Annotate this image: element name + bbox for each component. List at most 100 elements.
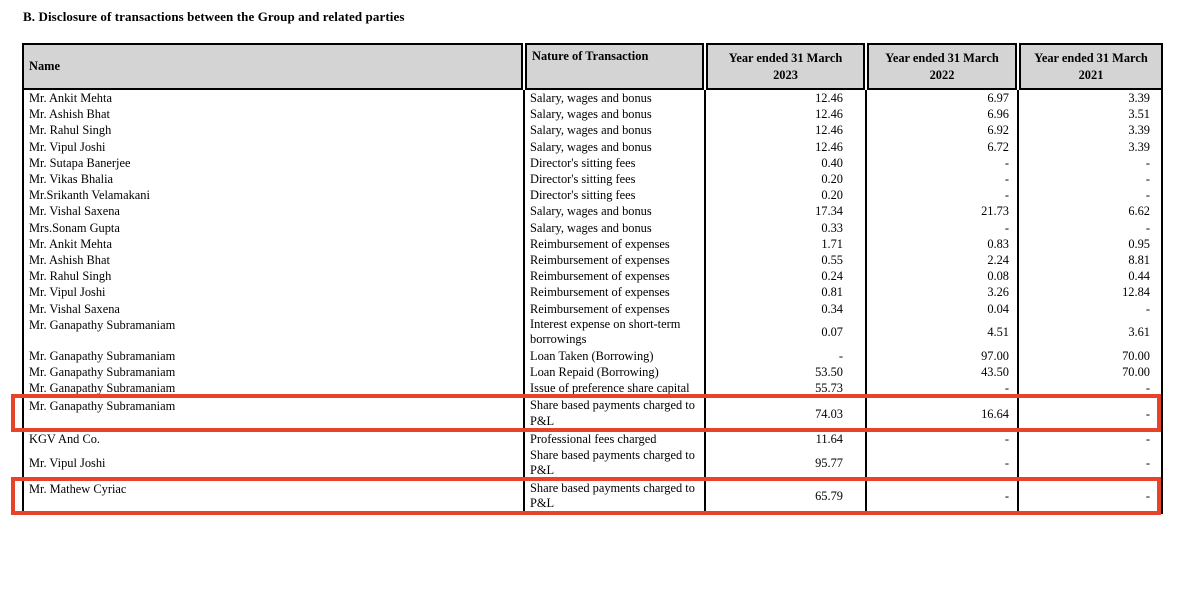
row-value-2022: 0.08 [865, 268, 1017, 285]
row-value-2023: 11.64 [704, 431, 865, 448]
table-group: KGV And Co. Professional fees charged 11.6… [24, 429, 1161, 479]
row-value-2023: 0.55 [704, 252, 865, 269]
table-header-row: Name Nature of Transaction Year ended 31… [22, 43, 1163, 90]
row-value-2022: 2.24 [865, 252, 1017, 269]
row-value-2023: 0.20 [704, 171, 865, 188]
row-nature: Share based payments charged to P&L [523, 480, 704, 512]
row-name: Mr. Ganapathy Subramaniam [29, 381, 176, 396]
row-nature: Director's sitting fees [523, 154, 704, 172]
row-nature: Reimbursement of expenses [523, 252, 704, 269]
row-value-2021: - [1017, 431, 1161, 448]
row-value-2022: 0.04 [865, 300, 1017, 317]
row-value-2022: 16.64 [865, 398, 1017, 430]
row-nature: Director's sitting fees [523, 187, 704, 204]
row-nature: Loan Repaid (Borrowing) [523, 364, 704, 381]
row-value-2022: - [865, 171, 1017, 188]
row-value-2022: - [865, 219, 1017, 236]
row-value-2023: 74.03 [704, 398, 865, 430]
row-name: Mrs.Sonam Gupta [29, 220, 120, 235]
row-value-2021: 70.00 [1017, 364, 1161, 381]
row-value-2021: 8.81 [1017, 252, 1161, 269]
row-name: Mr. Rahul Singh [29, 269, 112, 284]
row-value-2021: 6.62 [1017, 203, 1161, 220]
column-header-year-2021: Year ended 31 March 2021 [1019, 43, 1163, 90]
row-name: Mr. Rahul Singh [29, 123, 112, 138]
row-value-2023: 0.24 [704, 268, 865, 285]
row-nature: Reimbursement of expenses [523, 284, 704, 301]
row-value-2021: 12.84 [1017, 284, 1161, 301]
row-value-2023: 0.07 [704, 316, 865, 348]
row-value-2023: 95.77 [704, 447, 865, 479]
row-value-2023: 12.46 [704, 106, 865, 123]
row-nature: Director's sitting fees [523, 171, 704, 188]
row-name: Mr. Ankit Mehta [29, 236, 112, 251]
row-name: Mr. Vipul Joshi [29, 139, 106, 154]
highlight-box [11, 394, 1161, 433]
row-value-2022: 4.51 [865, 316, 1017, 348]
row-value-2023: 12.46 [704, 122, 865, 139]
row-value-2023: 0.40 [704, 154, 865, 172]
row-nature: Salary, wages and bonus [523, 138, 704, 155]
row-name: Mr. Ganapathy Subramaniam [29, 348, 176, 363]
row-value-2021: 3.39 [1017, 90, 1161, 107]
row-name: Mr. Ashish Bhat [29, 253, 110, 268]
row-value-2021: 3.61 [1017, 316, 1161, 348]
highlight-box [11, 476, 1161, 515]
row-nature: Salary, wages and bonus [523, 203, 704, 220]
row-value-2021: - [1017, 154, 1161, 172]
row-value-2022: - [865, 187, 1017, 204]
row-nature: Loan Taken (Borrowing) [523, 347, 704, 365]
row-nature: Issue of preference share capital [523, 380, 704, 397]
row-nature: Salary, wages and bonus [523, 90, 704, 107]
row-nature: Share based payments charged to P&L [523, 447, 704, 479]
row-name: Mr. Sutapa Banerjee [29, 155, 131, 170]
column-header-year-2022: Year ended 31 March 2022 [867, 43, 1017, 90]
column-header-name: Name [22, 43, 523, 90]
row-value-2023: 65.79 [704, 480, 865, 512]
row-value-2023: 55.73 [704, 380, 865, 397]
row-value-2022: 6.92 [865, 122, 1017, 139]
row-name: Mr. Vikas Bhalia [29, 172, 114, 187]
row-name: Mr. Ganapathy Subramaniam [29, 399, 176, 414]
row-value-2022: 21.73 [865, 203, 1017, 220]
row-name: Mr. Vipul Joshi [29, 456, 106, 471]
row-value-2023: 17.34 [704, 203, 865, 220]
row-value-2023: 0.20 [704, 187, 865, 204]
row-value-2023: 0.34 [704, 300, 865, 317]
row-value-2022: - [865, 447, 1017, 479]
row-value-2021: - [1017, 187, 1161, 204]
row-nature: Share based payments charged to P&L [523, 398, 704, 430]
row-value-2022: 43.50 [865, 364, 1017, 381]
row-value-2023: 12.46 [704, 138, 865, 155]
row-value-2023: 53.50 [704, 364, 865, 381]
row-nature: Reimbursement of expenses [523, 268, 704, 285]
row-value-2023: 12.46 [704, 90, 865, 107]
page-title: B. Disclosure of transactions between th… [23, 9, 405, 24]
table-group: Mr. Ankit Mehta Salary, wages and bonus 12… [24, 90, 1161, 397]
row-name: Mr. Ashish Bhat [29, 107, 110, 122]
row-value-2022: 0.83 [865, 235, 1017, 253]
row-value-2021: - [1017, 398, 1161, 430]
table-group-highlighted: Mr. Ganapathy Subramaniam Share based pay… [11, 394, 1161, 433]
row-name: KGV And Co. [29, 432, 101, 447]
row-value-2021: 0.95 [1017, 235, 1161, 253]
row-nature: Reimbursement of expenses [523, 235, 704, 253]
row-value-2021: 0.44 [1017, 268, 1161, 285]
row-value-2022: 3.26 [865, 284, 1017, 301]
row-value-2022: 97.00 [865, 347, 1017, 365]
row-value-2023: 0.33 [704, 219, 865, 236]
row-value-2021: - [1017, 480, 1161, 512]
column-header-year-2023: Year ended 31 March 2023 [706, 43, 865, 90]
row-value-2022: - [865, 431, 1017, 448]
row-value-2022: - [865, 380, 1017, 397]
row-nature: Interest expense on short-term borrowing… [523, 316, 704, 348]
row-nature: Salary, wages and bonus [523, 219, 704, 236]
row-value-2023: - [704, 347, 865, 365]
table-group-highlighted: Mr. Mathew Cyriac Share based payments ch… [11, 476, 1161, 515]
row-value-2023: 1.71 [704, 235, 865, 253]
row-value-2023: 0.81 [704, 284, 865, 301]
row-value-2021: 3.39 [1017, 122, 1161, 139]
row-value-2021: 70.00 [1017, 347, 1161, 365]
row-value-2021: - [1017, 219, 1161, 236]
